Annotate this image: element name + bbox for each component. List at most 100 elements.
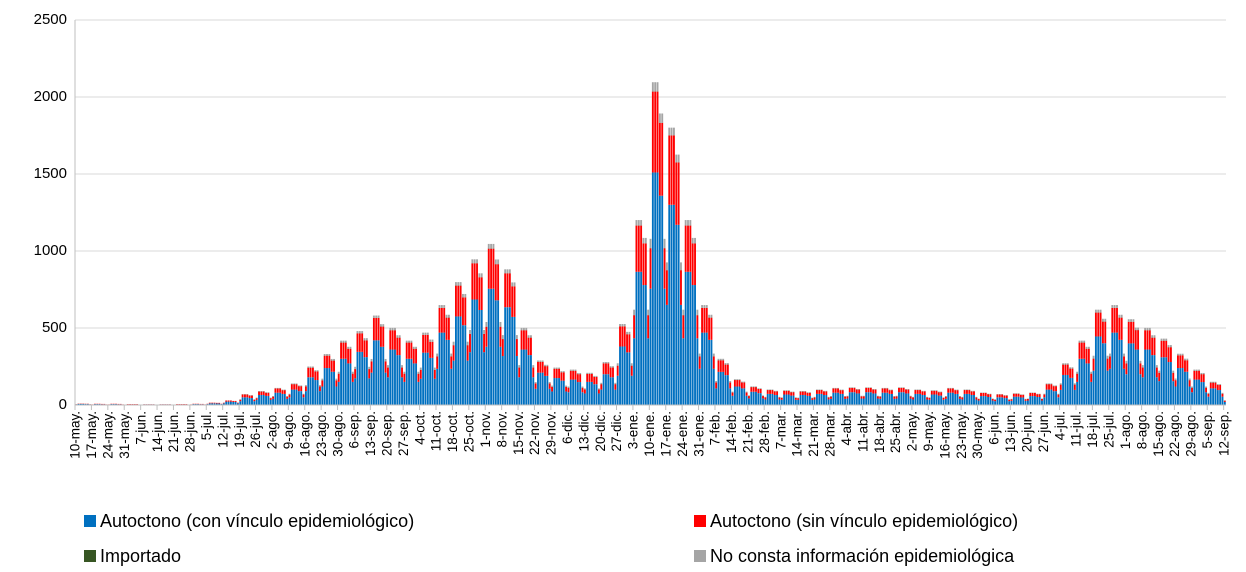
x-tick-label: 23-ago. — [314, 411, 329, 457]
bar-segment — [262, 391, 265, 395]
x-tick-label: 8-nov. — [494, 411, 509, 448]
bar-segment — [555, 378, 558, 405]
bar-segment — [661, 195, 664, 405]
x-tick-label: 22-nov. — [527, 411, 542, 455]
bar-segment — [1085, 363, 1088, 405]
x-tick-label: 20-jun. — [1019, 411, 1034, 452]
bar-segment — [790, 392, 793, 396]
bar-segment — [565, 385, 568, 387]
bar-segment — [541, 360, 544, 362]
bar-segment — [574, 370, 577, 380]
bar-segment — [307, 377, 310, 405]
bar-segment — [281, 393, 284, 405]
bar-segment — [342, 340, 345, 343]
bar-segment — [1038, 394, 1041, 397]
bar-segment — [265, 392, 267, 396]
bar-segment — [398, 355, 401, 405]
bar-segment — [1109, 368, 1111, 405]
bar-segment — [286, 398, 289, 405]
bar-segment — [401, 365, 403, 368]
bar-segment — [251, 395, 253, 399]
bar-segment — [532, 367, 535, 378]
bar-segment — [1094, 336, 1097, 405]
bar-segment — [649, 238, 652, 249]
bar-segment — [290, 383, 293, 385]
bar-segment — [614, 389, 617, 405]
bar-segment — [494, 264, 497, 301]
x-tick-label: 1-ago. — [1118, 411, 1133, 449]
bar-segment — [858, 389, 861, 394]
bar-segment — [651, 91, 654, 173]
bar-segment — [539, 360, 542, 362]
bar-segment — [457, 285, 460, 317]
bar-segment — [534, 383, 537, 389]
bar-segment — [752, 386, 755, 387]
bar-segment — [480, 277, 483, 310]
bar-segment — [593, 384, 596, 405]
bar-segment — [269, 399, 272, 405]
bar-segment — [837, 392, 839, 405]
bar-segment — [316, 370, 319, 372]
bar-segment — [790, 395, 793, 405]
bar-segment — [227, 401, 230, 405]
bar-segment — [337, 371, 340, 374]
bar-segment — [1080, 340, 1083, 343]
bar-segment — [736, 380, 739, 387]
bar-segment — [548, 383, 551, 389]
bar-segment — [316, 380, 319, 405]
bar-segment — [1085, 346, 1088, 349]
bar-segment — [600, 382, 603, 385]
bar-segment — [1080, 342, 1083, 359]
bar-segment — [260, 391, 263, 395]
bar-segment — [417, 381, 420, 405]
bar-segment — [1045, 389, 1048, 405]
bar-segment — [408, 358, 410, 405]
bar-segment — [844, 396, 847, 399]
bar-segment — [311, 366, 314, 368]
bar-segment — [494, 259, 497, 265]
bar-segment — [740, 388, 743, 405]
bar-segment — [1087, 363, 1090, 405]
bar-segment — [323, 354, 326, 356]
bar-segment — [1106, 370, 1109, 405]
bar-segment — [344, 342, 347, 359]
bar-segment — [518, 365, 521, 368]
bar-segment — [684, 271, 687, 405]
bar-segment — [743, 388, 746, 405]
bar-segment — [886, 392, 889, 405]
bar-segment — [222, 403, 225, 405]
bar-segment — [215, 403, 218, 405]
x-tick-label: 31-may. — [117, 411, 132, 459]
bar-segment — [668, 127, 671, 136]
bar-segment — [1045, 383, 1048, 385]
bar-segment — [511, 282, 514, 287]
bar-segment — [921, 394, 924, 405]
bar-segment — [469, 330, 471, 334]
bar-segment — [1003, 395, 1006, 399]
bar-segment — [1057, 393, 1060, 395]
bar-segment — [1151, 337, 1154, 356]
bar-segment — [881, 392, 884, 405]
bar-segment — [1195, 369, 1198, 371]
bar-segment — [1050, 389, 1053, 405]
bar-segment — [333, 358, 335, 361]
bar-segment — [1186, 358, 1189, 361]
bar-segment — [1055, 391, 1057, 405]
bar-segment — [1026, 400, 1029, 405]
bar-segment — [450, 353, 453, 357]
bar-segment — [651, 172, 654, 405]
bar-segment — [241, 394, 244, 398]
bar-segment — [865, 392, 868, 405]
bar-segment — [1125, 360, 1128, 364]
bar-segment — [1073, 384, 1076, 390]
bar-segment — [595, 384, 598, 405]
bar-segment — [379, 346, 382, 405]
bar-segment — [804, 391, 807, 395]
bar-segment — [1181, 353, 1184, 356]
bar-segment — [485, 321, 488, 327]
y-tick-label: 0 — [59, 396, 67, 413]
bar-segment — [726, 375, 729, 405]
bar-segment — [1073, 389, 1076, 405]
bar-segment — [513, 316, 516, 405]
bar-segment — [560, 372, 563, 381]
